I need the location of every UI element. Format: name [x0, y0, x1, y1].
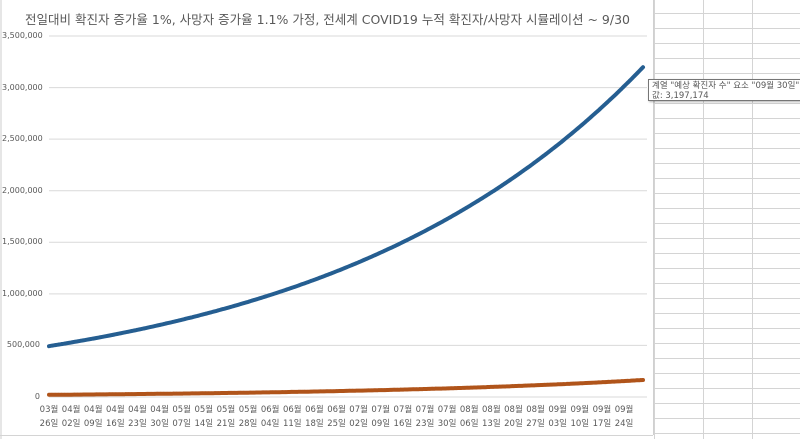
tooltip-value: 값: 3,197,174: [652, 90, 709, 101]
spreadsheet-cell-grid[interactable]: [653, 0, 800, 439]
x-tick-label: 06월 25일: [327, 405, 346, 429]
x-tick-label: 04월 23일: [128, 405, 147, 429]
y-tick-label: 3,000,000: [2, 82, 43, 92]
x-tick-label: 07월 02일: [349, 405, 368, 429]
x-tick-label: 07월 09일: [371, 405, 391, 429]
x-tick-label: 08월 27일: [526, 405, 545, 429]
chart-title[interactable]: 전일대비 확진자 증가율 1%, 사망자 증가율 1.1% 가정, 전세계 CO…: [24, 12, 631, 27]
y-tick-label: 3,500,000: [2, 31, 43, 40]
y-tick-label: 2,500,000: [2, 134, 43, 144]
y-tick-label: 1,000,000: [2, 288, 43, 298]
x-tick-label: 09월 17일: [592, 405, 612, 429]
x-tick-label: 04월 09일: [83, 405, 103, 429]
x-tick-label: 07월 30일: [437, 405, 457, 429]
x-tick-label: 09월 24일: [614, 405, 634, 429]
x-tick-label: 08월 06일: [459, 405, 479, 429]
plot-area[interactable]: [2, 0, 653, 435]
x-tick-label: 08월 13일: [482, 405, 501, 429]
data-point-tooltip: 계열 "예상 확진자 수" 요소 "09월 30일" 값: 3,197,174: [648, 79, 800, 101]
x-tick-label: 03월 26일: [39, 405, 59, 429]
tooltip-series-point: 계열 "예상 확진자 수" 요소 "09월 30일": [652, 81, 800, 91]
x-tick-label: 05월 14일: [194, 405, 214, 429]
series-deaths-line: [47, 378, 645, 397]
gridlines: [49, 35, 647, 398]
x-tick-label: 07월 16일: [393, 405, 413, 429]
series-confirmed-line: [47, 65, 645, 349]
x-tick-label: 05월 07일: [172, 405, 191, 429]
y-tick-label: 2,000,000: [2, 185, 43, 195]
y-tick-label: 0: [34, 392, 40, 401]
x-tick-label: 09월 03일: [548, 405, 567, 429]
x-tick-label: 06월 04일: [260, 405, 280, 429]
x-tick-label: 05월 28일: [238, 405, 258, 429]
x-tick-label: 04월 02일: [61, 405, 81, 429]
y-tick-label: 500,000: [6, 340, 40, 350]
spreadsheet-row-border: [0, 435, 653, 440]
x-tick-label: 04월 16일: [106, 405, 125, 429]
x-tick-label: 06월 18일: [305, 405, 324, 429]
x-tick-label: 09월 10일: [570, 405, 590, 429]
x-tick-label: 04월 30일: [150, 405, 169, 429]
x-tick-label: 05월 21일: [216, 405, 236, 429]
y-tick-label: 1,500,000: [2, 237, 43, 247]
chart-area[interactable]: 전일대비 확진자 증가율 1%, 사망자 증가율 1.1% 가정, 전세계 CO…: [2, 0, 654, 435]
x-tick-label: 06월 11일: [282, 405, 302, 429]
x-tick-label: 07월 23일: [415, 405, 435, 429]
x-tick-label: 08월 20일: [504, 405, 523, 429]
window-left-edge: [0, 0, 2, 439]
